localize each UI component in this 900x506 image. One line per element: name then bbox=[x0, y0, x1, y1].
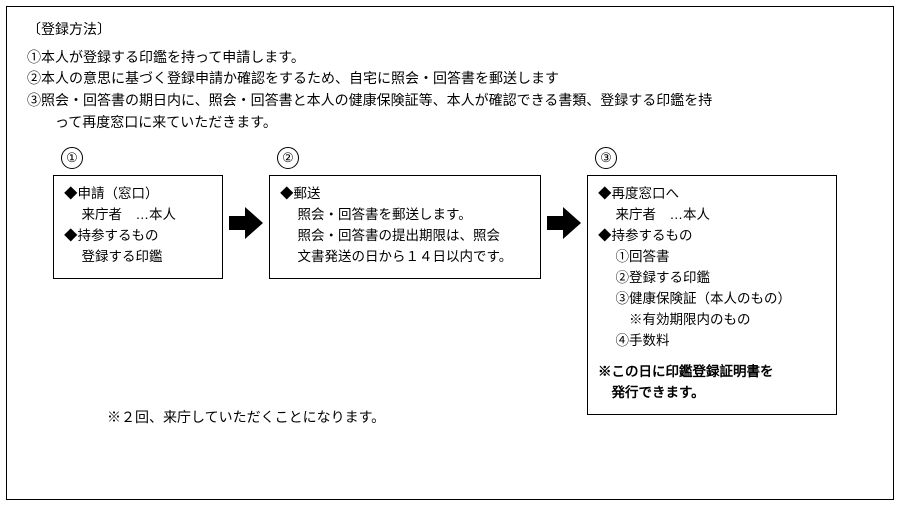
intro-line-3b: って再度窓口に来ていただきます。 bbox=[27, 112, 873, 134]
step3-line5: ②登録する印鑑 bbox=[598, 268, 826, 289]
step1-line4: 登録する印鑑 bbox=[64, 247, 212, 268]
step-2-column: ② ◆郵送 照会・回答書を郵送します。 照会・回答書の提出期限は、照会 文書発送… bbox=[269, 147, 541, 279]
footer-note: ※２回、来庁していただくことになります。 bbox=[107, 407, 385, 429]
step-1-box: ◆申請（窓口） 来庁者 …本人 ◆持参するもの 登録する印鑑 bbox=[53, 175, 223, 279]
step2-line4: 文書発送の日から１４日以内です。 bbox=[280, 247, 530, 268]
step3-line7: ※有効期限内のもの bbox=[598, 310, 826, 331]
step-3-column: ③ ◆再度窓口へ 来庁者 …本人 ◆持参するもの ①回答書 ②登録する印鑑 ③健… bbox=[587, 147, 837, 414]
step1-line2: 来庁者 …本人 bbox=[64, 205, 212, 226]
intro-line-1: ①本人が登録する印鑑を持って申請します。 bbox=[27, 47, 873, 69]
arrow-right-icon bbox=[229, 207, 263, 239]
steps-row: ① ◆申請（窓口） 来庁者 …本人 ◆持参するもの 登録する印鑑 ② ◆郵送 照… bbox=[53, 147, 873, 414]
step-3-number: ③ bbox=[595, 147, 617, 169]
step-2-number: ② bbox=[277, 147, 299, 169]
intro-block: 〔登録方法〕 ①本人が登録する印鑑を持って申請します。 ②本人の意思に基づく登録… bbox=[27, 19, 873, 133]
step3-final2: 発行できます。 bbox=[598, 383, 826, 404]
step3-line2: 来庁者 …本人 bbox=[598, 205, 826, 226]
step2-line2: 照会・回答書を郵送します。 bbox=[280, 205, 530, 226]
step3-line3: ◆持参するもの bbox=[598, 226, 826, 247]
step3-line4: ①回答書 bbox=[598, 247, 826, 268]
step2-line1: ◆郵送 bbox=[280, 184, 530, 205]
step3-line8: ④手数料 bbox=[598, 331, 826, 352]
step3-line6: ③健康保険証（本人のもの） bbox=[598, 289, 826, 310]
step2-line3: 照会・回答書の提出期限は、照会 bbox=[280, 226, 530, 247]
arrow-right-icon bbox=[547, 207, 581, 239]
intro-line-3a: ③照会・回答書の期日内に、照会・回答書と本人の健康保険証等、本人が確認できる書類… bbox=[27, 90, 873, 112]
step3-final1: ※この日に印鑑登録証明書を bbox=[598, 362, 826, 383]
document-frame: 〔登録方法〕 ①本人が登録する印鑑を持って申請します。 ②本人の意思に基づく登録… bbox=[6, 6, 894, 500]
step3-line1: ◆再度窓口へ bbox=[598, 184, 826, 205]
arrow-2 bbox=[547, 147, 581, 239]
step1-line1: ◆申請（窓口） bbox=[64, 184, 212, 205]
step-1-number: ① bbox=[61, 147, 83, 169]
step-1-column: ① ◆申請（窓口） 来庁者 …本人 ◆持参するもの 登録する印鑑 bbox=[53, 147, 223, 279]
step-3-box: ◆再度窓口へ 来庁者 …本人 ◆持参するもの ①回答書 ②登録する印鑑 ③健康保… bbox=[587, 175, 837, 414]
step-2-box: ◆郵送 照会・回答書を郵送します。 照会・回答書の提出期限は、照会 文書発送の日… bbox=[269, 175, 541, 279]
intro-title: 〔登録方法〕 bbox=[27, 19, 873, 41]
arrow-1 bbox=[229, 147, 263, 239]
intro-line-2: ②本人の意思に基づく登録申請か確認をするため、自宅に照会・回答書を郵送します bbox=[27, 68, 873, 90]
step1-line3: ◆持参するもの bbox=[64, 226, 212, 247]
